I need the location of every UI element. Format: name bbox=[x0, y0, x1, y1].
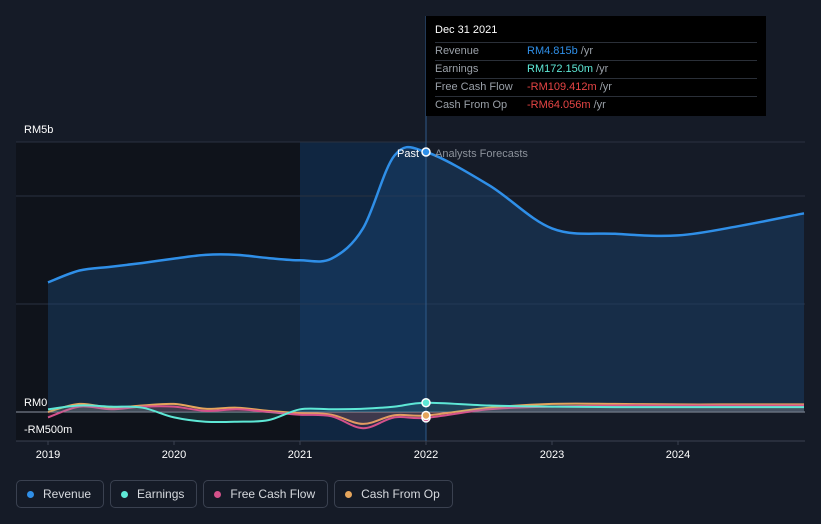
marker-earnings bbox=[421, 397, 431, 408]
series-line-earnings bbox=[47, 401, 804, 424]
tooltip-label: Cash From Op bbox=[435, 99, 508, 111]
legend-label: Cash From Op bbox=[361, 487, 440, 501]
x-tick-label: 2021 bbox=[288, 449, 312, 461]
tooltip-row-free-cash-flow: Free Cash Flow -RM109.412m/yr bbox=[435, 78, 757, 96]
y-tick-label: -RM500m bbox=[24, 424, 72, 436]
legend-dot-icon bbox=[27, 490, 34, 498]
legend-dot-icon bbox=[214, 490, 222, 498]
series-line-cash-from-op bbox=[47, 402, 804, 425]
tooltip-value: RM172.150m/yr bbox=[527, 63, 609, 75]
tooltip-value: -RM109.412m/yr bbox=[527, 81, 612, 93]
series-lines bbox=[47, 145, 805, 430]
tooltip-value: RM4.815b/yr bbox=[527, 45, 593, 57]
legend-item-revenue[interactable]: Revenue bbox=[16, 480, 105, 508]
legend-label: Free Cash Flow bbox=[230, 487, 316, 501]
series-line-revenue bbox=[47, 145, 805, 284]
legend-dot-icon bbox=[345, 490, 353, 498]
y-tick-label: RM0 bbox=[24, 397, 47, 409]
tooltip-date: Dec 31 2021 bbox=[435, 24, 498, 36]
x-tick-label: 2020 bbox=[162, 449, 186, 461]
legend-item-free-cash-flow[interactable]: Free Cash Flow bbox=[203, 480, 329, 508]
tooltip-label: Free Cash Flow bbox=[435, 81, 513, 93]
tooltip-markers bbox=[421, 147, 431, 423]
y-axis-labels: RM5b RM0 -RM500m bbox=[24, 124, 72, 436]
legend-label: Earnings bbox=[137, 487, 185, 501]
x-tick-label: 2023 bbox=[540, 449, 564, 461]
highlight-region bbox=[300, 142, 426, 441]
series-line-free-cash-flow bbox=[47, 404, 804, 430]
y-tick-label: RM5b bbox=[24, 124, 53, 136]
gridlines bbox=[16, 141, 805, 442]
tooltip: Dec 31 2021 Revenue RM4.815b/yr Earnings… bbox=[426, 16, 766, 116]
x-tick-label: 2024 bbox=[666, 449, 690, 461]
forecast-label: Analysts Forecasts bbox=[435, 148, 528, 160]
tooltip-value: -RM64.056m/yr bbox=[527, 99, 606, 111]
marker-revenue bbox=[421, 147, 431, 157]
tooltip-row-cash-from-op: Cash From Op -RM64.056m/yr bbox=[435, 96, 757, 114]
past-region-shade bbox=[16, 142, 300, 441]
marker-cash-from-op bbox=[421, 410, 431, 421]
tooltip-row-earnings: Earnings RM172.150m/yr bbox=[435, 60, 757, 78]
legend-item-cash-from-op[interactable]: Cash From Op bbox=[334, 480, 453, 508]
legend: Revenue Earnings Free Cash Flow Cash Fro… bbox=[16, 480, 453, 508]
past-label: Past bbox=[397, 148, 419, 160]
tooltip-label: Earnings bbox=[435, 63, 479, 75]
x-tick-label: 2022 bbox=[414, 449, 438, 461]
tooltip-row-revenue: Revenue RM4.815b/yr bbox=[435, 42, 757, 60]
x-axis-labels: 2019 2020 2021 2022 2023 2024 bbox=[36, 441, 690, 461]
legend-label: Revenue bbox=[43, 487, 92, 501]
legend-dot-icon bbox=[121, 490, 129, 498]
x-tick-label: 2019 bbox=[36, 449, 60, 461]
tooltip-label: Revenue bbox=[435, 45, 480, 57]
legend-item-earnings[interactable]: Earnings bbox=[110, 480, 198, 508]
